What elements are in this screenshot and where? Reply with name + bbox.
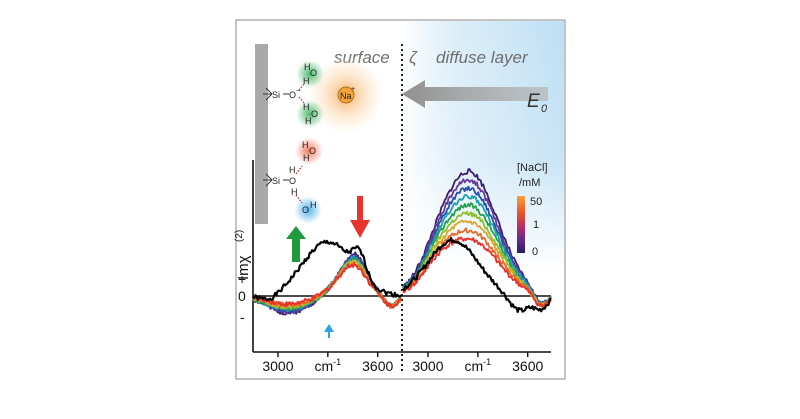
svg-text:O: O	[309, 146, 316, 156]
diffuse-spectrum-line-3	[402, 185, 552, 306]
ion-label: Na	[340, 91, 352, 101]
x-tick-label: 3600	[512, 358, 543, 374]
o-atom-1: O	[289, 90, 296, 100]
x-ticks: 3000 cm-1 3600 3000 cm-1 3600	[262, 352, 543, 374]
diffuse-spectrum-line-0	[402, 236, 552, 313]
surface-spectrum-line-0	[252, 239, 402, 302]
water-molecule-3: H O H	[302, 140, 316, 163]
diffuse-spectrum-line-5	[402, 202, 552, 308]
ion-charge: +	[351, 86, 355, 93]
green-arrow-up	[286, 226, 306, 262]
svg-text:H: H	[303, 76, 310, 86]
x-tick-label: 3000	[412, 358, 443, 374]
water-molecule-1: H O H	[303, 62, 317, 86]
silanol-group: Si O H H	[263, 165, 303, 204]
si-atom-1: Si	[272, 90, 280, 100]
hydroxide-glow-blue	[294, 196, 322, 224]
surface-spectra	[252, 239, 402, 316]
x-tick-label: 3000	[262, 358, 293, 374]
y-minus-label: -	[240, 309, 245, 325]
x-tick-label: 3600	[362, 358, 393, 374]
h-atom-silanol: H	[289, 165, 296, 175]
water-glow-green-2	[296, 100, 324, 128]
o-minus-charge: −	[296, 86, 301, 95]
svg-text:H: H	[305, 116, 312, 126]
field-label: E	[527, 91, 540, 112]
svg-text:H: H	[310, 200, 317, 210]
region-diffuse-label: diffuse layer	[436, 48, 529, 67]
svg-text:O: O	[302, 205, 309, 215]
sodium-ion	[337, 86, 355, 104]
field-subscript: 0	[541, 103, 548, 115]
water-glow-green-1	[296, 60, 324, 88]
svg-text:H: H	[304, 62, 311, 72]
blue-arrow-up	[324, 324, 334, 338]
diffuse-spectrum-line-6	[402, 210, 552, 307]
svg-text:O: O	[310, 68, 317, 78]
si-atom-2: Si	[272, 176, 280, 186]
water-glow-red	[295, 137, 323, 165]
water-molecule-2: H O H	[303, 102, 318, 126]
surface-wall	[255, 44, 268, 224]
region-zeta-label: ζ	[409, 48, 418, 67]
field-arrow	[402, 80, 548, 108]
colorbar-tick-0: 0	[532, 246, 538, 258]
svg-text:H: H	[302, 140, 309, 150]
hydroxide-ion: O H	[302, 200, 317, 215]
diffuse-spectrum-line-1	[402, 168, 552, 306]
y-axis-superscript: (2)	[234, 230, 245, 242]
y-axis-label: Imχ	[235, 255, 252, 280]
red-arrow-down	[350, 196, 370, 238]
diffuse-spectra	[402, 168, 552, 313]
diffuse-spectrum-line-9	[402, 236, 552, 307]
colorbar-title-1: [NaCl]	[517, 162, 548, 174]
colorbar-title-2: /mM	[519, 177, 540, 189]
svg-text:H: H	[303, 102, 310, 112]
o-atom-2: O	[289, 176, 296, 186]
h-atom-silanol-2: H	[291, 187, 298, 197]
colorbar-tick-1: 1	[533, 219, 539, 231]
svg-text:O: O	[311, 109, 318, 119]
colorbar-tick-50: 50	[530, 196, 542, 208]
y-plus-label: +	[238, 271, 246, 287]
y-zero-label: 0	[238, 288, 246, 304]
colorbar	[517, 196, 525, 253]
svg-text:H: H	[303, 153, 310, 163]
